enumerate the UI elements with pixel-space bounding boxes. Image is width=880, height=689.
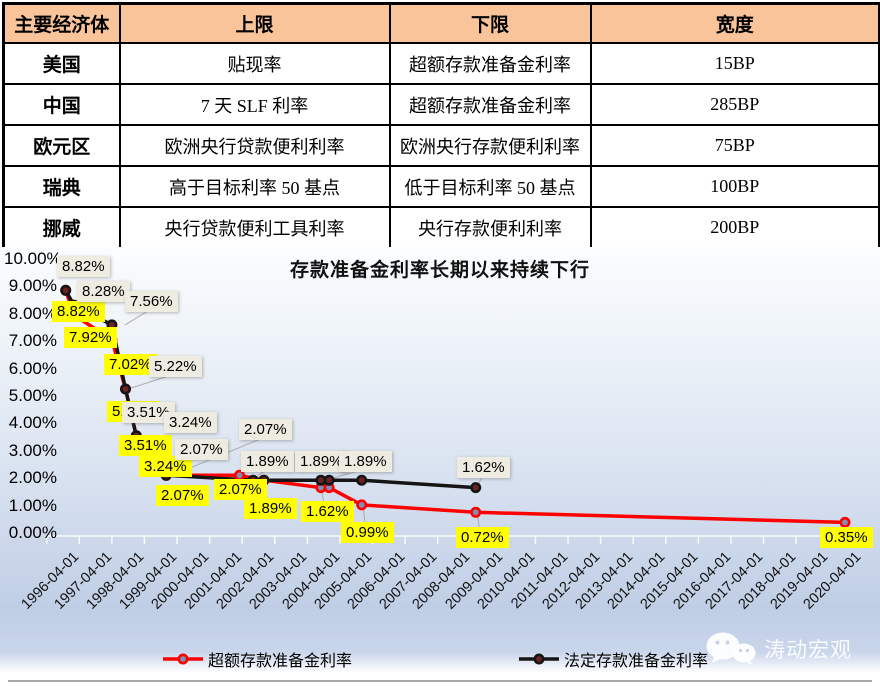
data-point-marker: [470, 506, 482, 518]
legend-marker-icon: [163, 653, 203, 665]
data-label-tan: 2.07%: [239, 419, 292, 440]
data-label-yellow: 0.72%: [456, 527, 509, 548]
table-cell: 285BP: [589, 83, 880, 126]
table-cell: 中国: [2, 83, 121, 126]
wechat-icon: [706, 632, 756, 665]
data-point-marker: [323, 474, 335, 486]
table-header-cell: 下限: [388, 2, 592, 44]
table-cell: 欧洲央行贷款便利利率: [118, 124, 391, 167]
data-label-tan: 1.62%: [457, 457, 510, 478]
table-row: 中国 7 天 SLF 利率 超额存款准备金利率 285BP: [2, 83, 880, 126]
table-cell: 低于目标利率 50 基点: [388, 165, 592, 208]
chart-title: 存款准备金利率长期以来持续下行: [289, 260, 590, 281]
watermark-text: 涛动宏观: [764, 639, 852, 662]
table-cell: 超额存款准备金利率: [388, 83, 592, 126]
table-row: 美国 贴现率 超额存款准备金利率 15BP: [2, 42, 880, 85]
table-row: 欧元区 欧洲央行贷款便利利率 欧洲央行存款便利利率 75BP: [2, 124, 880, 167]
table-header-row: 主要经济体 上限 下限 宽度: [2, 2, 880, 44]
table-cell: 欧元区: [2, 124, 121, 167]
table-cell: 75BP: [589, 124, 880, 167]
table-cell: 央行存款便利利率: [388, 206, 592, 250]
legend-marker-icon: [519, 653, 559, 665]
table-row: 挪威 央行贷款便利工具利率 央行存款便利利率 200BP: [2, 206, 880, 250]
table-header-cell: 上限: [118, 2, 391, 44]
data-label-tan: 1.89%: [241, 451, 294, 472]
data-label-tan: 3.24%: [164, 412, 217, 433]
y-axis-tick-label: 10.00%: [4, 249, 62, 268]
y-axis-tick-label: 0.00%: [8, 523, 57, 542]
table-row: 瑞典 高于目标利率 50 基点 低于目标利率 50 基点 100BP: [2, 165, 880, 208]
bottom-divider: [8, 680, 872, 682]
legend-item: 超额存款准备金利率: [163, 647, 352, 671]
data-point-marker: [60, 284, 72, 296]
table-header-cell: 主要经济体: [2, 2, 121, 44]
table-cell: 贴现率: [118, 42, 391, 85]
data-label-yellow: 8.82%: [52, 301, 105, 322]
y-axis-tick-label: 9.00%: [8, 276, 57, 296]
table-cell: 15BP: [589, 42, 880, 85]
y-axis-tick-label: 4.00%: [8, 413, 57, 433]
data-label-yellow: 2.07%: [214, 479, 267, 500]
y-axis-tick-label: 2.00%: [8, 468, 57, 488]
data-label-tan: 3.51%: [122, 402, 175, 423]
table-cell: 挪威: [2, 206, 121, 250]
legend-label: 超额存款准备金利率: [208, 653, 353, 670]
data-point-marker: [120, 383, 132, 395]
data-label-tan: 2.07%: [175, 439, 228, 460]
table-cell: 7 天 SLF 利率: [118, 83, 391, 126]
y-axis-tick-label: 5.00%: [8, 386, 57, 405]
y-axis-tick-label: 8.00%: [8, 303, 57, 323]
legend-item: 法定存款准备金利率: [519, 647, 708, 671]
data-label-tan: 5.22%: [149, 356, 202, 377]
data-label-tan: 7.56%: [125, 291, 178, 312]
table-cell: 央行贷款便利工具利率: [118, 206, 391, 250]
data-label-yellow: 0.35%: [820, 527, 873, 548]
data-point-marker: [839, 516, 851, 528]
data-label-yellow: 7.02%: [104, 354, 157, 375]
summary-table: 主要经济体 上限 下限 宽度 美国 贴现率 超额存款准备金利率 15BP 中国 7 天 SLF 利…: [2, 2, 880, 250]
y-axis-tick-label: 6.00%: [8, 358, 57, 378]
table-cell: 欧洲央行存款便利利率: [388, 124, 592, 167]
data-label-yellow: 0.99%: [341, 522, 394, 543]
table-cell: 瑞典: [2, 165, 121, 208]
y-axis-tick-label: 3.00%: [8, 440, 57, 460]
data-point-marker: [356, 499, 368, 511]
data-point-marker: [470, 482, 482, 494]
data-point-marker: [356, 474, 368, 486]
data-label-yellow: 2.07%: [156, 485, 209, 506]
data-label-tan: 1.89%: [339, 451, 392, 472]
data-label-tan: 8.82%: [57, 256, 110, 277]
watermark: 涛动宏观: [704, 632, 852, 666]
data-label-yellow: 3.24%: [139, 456, 192, 477]
table-header-cell: 宽度: [589, 2, 880, 44]
data-label-yellow: 1.89%: [244, 498, 297, 519]
y-axis-tick-label: 7.00%: [8, 331, 57, 351]
legend-label: 法定存款准备金利率: [564, 653, 709, 670]
data-label-yellow: 7.92%: [64, 327, 117, 348]
y-axis-tick-label: 1.00%: [8, 495, 57, 515]
data-label-tan: 8.28%: [77, 281, 130, 302]
data-label-yellow: 3.51%: [119, 435, 172, 456]
table-cell: 超额存款准备金利率: [388, 42, 592, 85]
table-cell: 200BP: [589, 206, 880, 250]
table-cell: 高于目标利率 50 基点: [118, 165, 391, 208]
data-label-yellow: 1.62%: [301, 501, 354, 522]
table-cell: 100BP: [589, 165, 880, 208]
table-cell: 美国: [2, 42, 121, 85]
data-label-tan: 1.89%: [295, 451, 348, 472]
reserve-rate-chart: 存款准备金利率长期以来持续下行 10.00% 9.00% 8.00% 7.00% 6.0…: [0, 247, 880, 673]
